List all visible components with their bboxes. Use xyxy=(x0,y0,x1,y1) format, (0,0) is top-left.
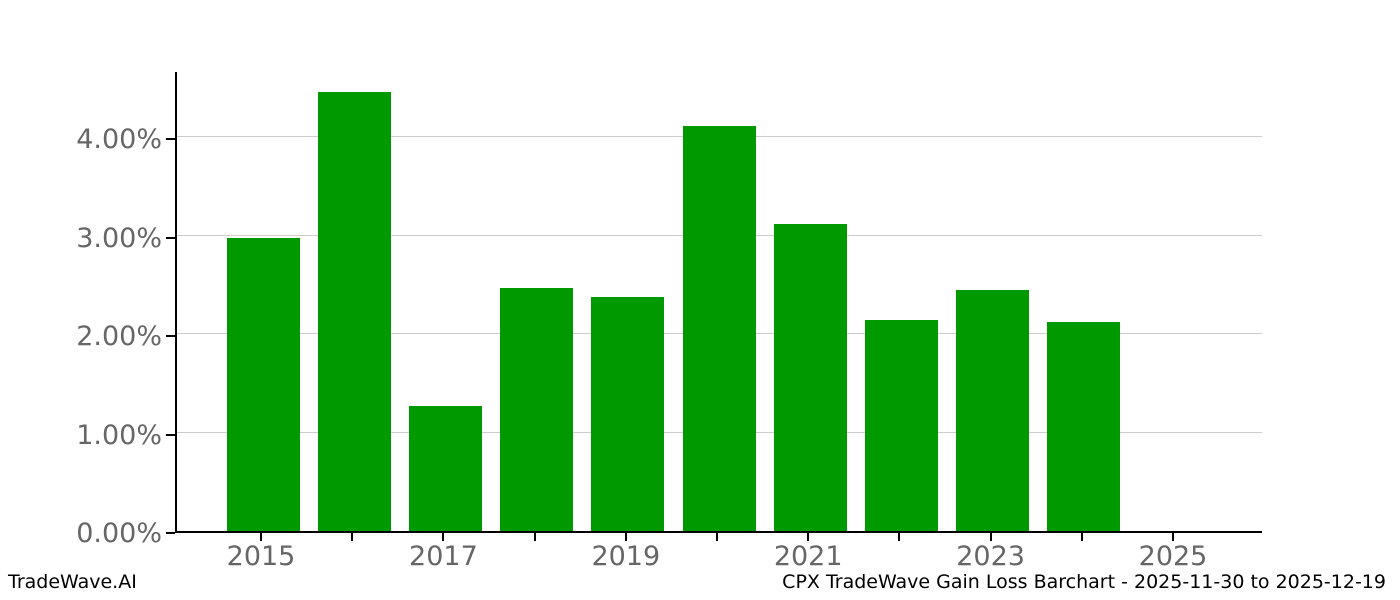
bar-2016 xyxy=(317,91,391,531)
y-tick-label: 4.00% xyxy=(76,124,162,155)
plot-area xyxy=(175,72,1262,533)
x-tick-mark xyxy=(898,533,901,541)
x-tick-mark xyxy=(533,533,536,541)
watermark-brand: TradeWave.AI xyxy=(8,571,137,593)
bar-2018 xyxy=(500,287,574,531)
bar-2020 xyxy=(682,126,756,531)
y-tick-mark xyxy=(166,138,175,140)
x-tick-label-2023: 2023 xyxy=(956,541,1025,572)
x-tick-mark xyxy=(807,533,810,541)
x-tick-mark xyxy=(1172,533,1174,541)
bar-2015 xyxy=(226,238,300,531)
bar-2023 xyxy=(956,289,1030,531)
x-tick-mark xyxy=(624,533,627,541)
bar-2021 xyxy=(773,223,847,531)
y-tick-label: 1.00% xyxy=(76,419,162,451)
x-tick-label-2015: 2015 xyxy=(226,541,296,572)
chart-caption: CPX TradeWave Gain Loss Barchart - 2025-… xyxy=(782,571,1386,593)
y-tick-mark xyxy=(166,335,175,337)
bar-2019 xyxy=(591,296,665,531)
x-tick-mark xyxy=(351,533,354,541)
x-tick-mark xyxy=(260,533,262,541)
x-tick-mark xyxy=(1080,533,1083,541)
x-tick-label-2019: 2019 xyxy=(591,541,661,572)
bar-2024 xyxy=(1047,322,1121,531)
x-tick-label-2017: 2017 xyxy=(409,541,478,572)
y-tick-mark xyxy=(166,532,175,534)
x-tick-label-2021: 2021 xyxy=(773,541,843,572)
y-tick-label: 0.00% xyxy=(76,518,162,549)
x-tick-mark xyxy=(716,533,718,541)
x-tick-mark xyxy=(989,533,992,541)
y-tick-mark xyxy=(166,236,175,239)
x-tick-label-2025: 2025 xyxy=(1138,541,1208,572)
bar-2017 xyxy=(408,405,482,531)
bar-2022 xyxy=(864,320,938,531)
y-tick-label: 3.00% xyxy=(76,222,162,254)
y-tick-label: 2.00% xyxy=(76,321,162,352)
y-tick-mark xyxy=(166,433,175,436)
x-tick-mark xyxy=(442,533,445,541)
